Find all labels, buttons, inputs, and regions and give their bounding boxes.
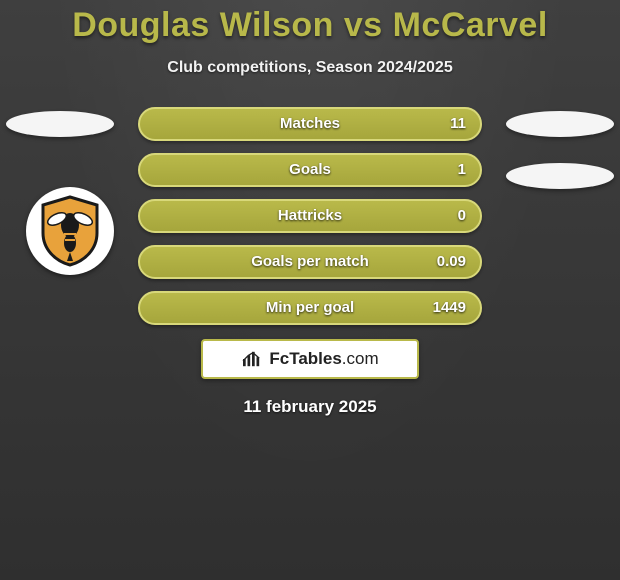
stat-label: Hattricks bbox=[278, 201, 342, 231]
stat-value: 1 bbox=[458, 155, 466, 185]
stat-label: Matches bbox=[280, 109, 340, 139]
site-name: FcTables.com bbox=[269, 349, 378, 369]
player-slot-right-2 bbox=[506, 163, 614, 189]
stat-value: 0.09 bbox=[437, 247, 466, 277]
stat-label: Min per goal bbox=[266, 293, 354, 323]
stat-row-min-per-goal: Min per goal 1449 bbox=[138, 291, 482, 325]
stat-row-hattricks: Hattricks 0 bbox=[138, 199, 482, 233]
player-slot-right-1 bbox=[506, 111, 614, 137]
club-badge-left bbox=[26, 187, 114, 275]
stat-value: 11 bbox=[450, 109, 466, 139]
stat-label: Goals bbox=[289, 155, 331, 185]
stats-list: Matches 11 Goals 1 Hattricks 0 Goals per… bbox=[138, 107, 482, 325]
stat-value: 1449 bbox=[433, 293, 466, 323]
stat-label: Goals per match bbox=[251, 247, 369, 277]
footer-date: 11 february 2025 bbox=[0, 397, 620, 417]
subtitle: Club competitions, Season 2024/2025 bbox=[0, 59, 620, 77]
stat-row-goals-per-match: Goals per match 0.09 bbox=[138, 245, 482, 279]
player-slot-left-1 bbox=[6, 111, 114, 137]
site-badge[interactable]: FcTables.com bbox=[201, 339, 419, 379]
shield-icon bbox=[39, 195, 101, 267]
site-name-main: FcTables bbox=[269, 349, 341, 368]
page-title: Douglas Wilson vs McCarvel bbox=[0, 0, 620, 45]
bar-chart-icon bbox=[241, 350, 263, 368]
site-name-suffix: .com bbox=[342, 349, 379, 368]
stat-row-goals: Goals 1 bbox=[138, 153, 482, 187]
stat-value: 0 bbox=[458, 201, 466, 231]
content-area: Matches 11 Goals 1 Hattricks 0 Goals per… bbox=[0, 107, 620, 417]
stat-row-matches: Matches 11 bbox=[138, 107, 482, 141]
